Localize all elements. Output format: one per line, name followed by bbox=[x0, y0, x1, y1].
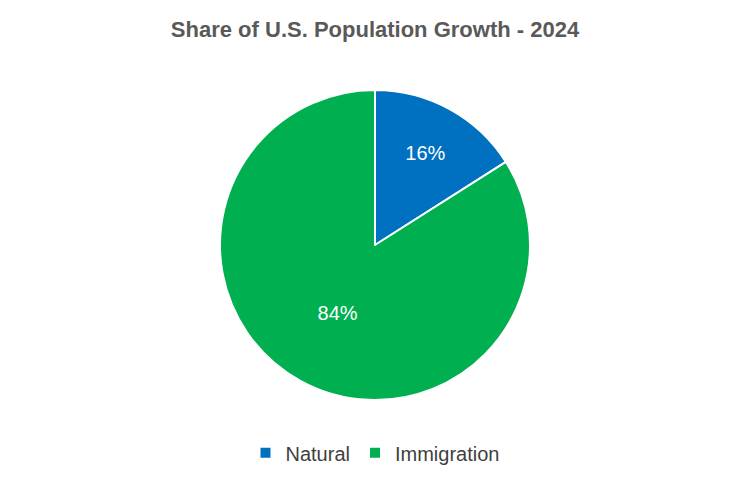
svg-text:Share of U.S. Population Growt: Share of U.S. Population Growth - 2024 bbox=[171, 17, 580, 42]
svg-text:Natural: Natural bbox=[286, 443, 350, 465]
svg-text:84%: 84% bbox=[318, 302, 358, 324]
svg-text:Immigration: Immigration bbox=[395, 443, 499, 465]
svg-text:16%: 16% bbox=[405, 142, 445, 164]
